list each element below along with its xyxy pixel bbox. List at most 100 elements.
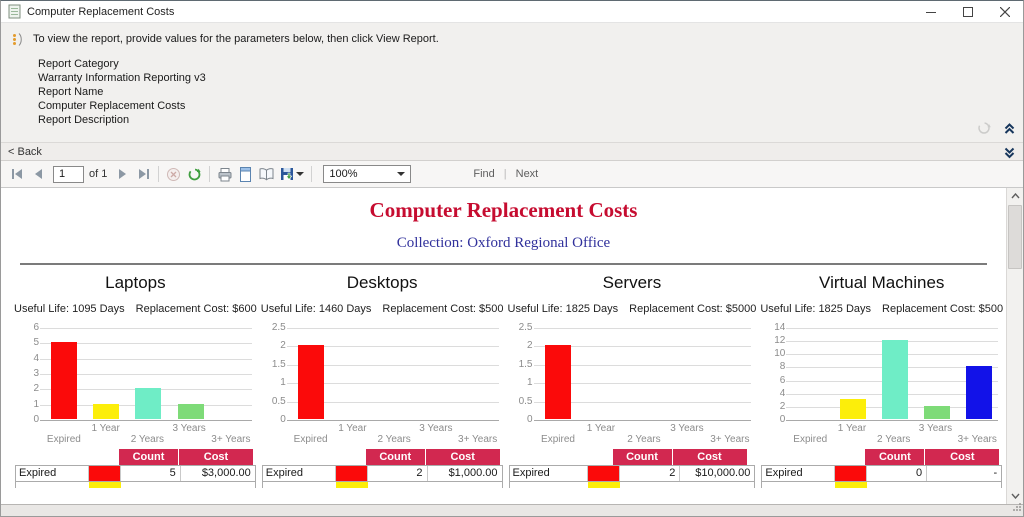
zoom-dropdown-caret [397,172,406,176]
row-label: Expired [762,466,836,481]
gridline [286,346,499,347]
y-axis-labels: 2.5 2 1.5 1 0.5 0 [264,323,290,425]
y-tick-label: 14 [774,322,786,333]
back-link[interactable]: < Back [8,145,42,158]
find-next-button[interactable]: Next [515,168,539,180]
vertical-scrollbar[interactable] [1006,188,1023,504]
stop-rendering-button[interactable] [163,164,184,185]
print-icon [218,167,232,181]
expand-parameters-icon[interactable] [1003,146,1016,162]
clipped-next-row [261,482,503,488]
row-color-swatch [835,466,868,481]
chart-bar [135,388,162,419]
resize-grip-icon[interactable] [1012,502,1022,515]
gridline [286,420,499,421]
chart-bar [923,406,950,419]
find-button[interactable]: Find [473,168,495,180]
minimize-button[interactable] [912,1,949,22]
zoom-select[interactable]: 100% [323,165,412,183]
y-tick-label: 0 [526,414,533,425]
report-subtitle: Collection: Oxford Regional Office [396,235,611,251]
report-title: Computer Replacement Costs [369,198,638,222]
x-tick-label: 3+ Years [957,434,997,445]
maximize-button[interactable] [949,1,986,22]
close-button[interactable] [986,1,1023,22]
report-section-servers: Servers Useful Life: 1825 Days Replacement… [506,267,759,488]
gridline [786,328,999,329]
x-tick-label: 3 Years [918,423,953,434]
scroll-down-button[interactable] [1007,488,1023,504]
clipped-row-label [762,482,836,488]
gridline [286,365,499,366]
x-tick-label: 3+ Years [710,434,750,445]
refresh-parameters-icon[interactable] [977,121,991,138]
column-header-count: Count [119,449,179,465]
collapse-parameters-icon[interactable] [1003,122,1016,138]
print-layout-button[interactable] [235,164,256,185]
chart-plot [40,328,254,421]
y-tick-label: 0 [280,414,286,425]
bar-chart: 6 5 4 3 2 1 0 [14,323,257,425]
y-tick-label: 0 [33,414,39,425]
export-button[interactable] [277,164,307,185]
column-header-cost: Cost [672,449,747,465]
y-tick-label: 1.5 [518,358,533,370]
next-row-color-swatch [835,482,868,488]
x-tick-label: 3 Years [419,423,453,434]
x-axis-labels: Expired 1 Year 2 Years 3 Years 3+ Years [537,420,752,446]
row-cost-value: $1,000.00 [448,467,498,479]
gridline [286,328,499,329]
page-count-label: of 1 [89,168,108,180]
x-axis-labels: Expired 1 Year 2 Years 3 Years 3+ Years [789,420,998,446]
clipped-row-label [16,482,89,488]
clipped-next-row [761,482,1003,488]
section-title: Laptops [105,273,166,292]
clipped-row-cells [367,482,502,488]
bar-chart: 14 12 10 8 6 4 2 0 [760,323,1003,425]
chart-bar [839,399,866,419]
report-section-desktops: Desktops Useful Life: 1460 Days Replacemen… [259,267,506,488]
chart-bar [93,404,120,419]
x-tick-label: 2 Years [377,434,411,445]
y-tick-label: 6 [33,322,39,333]
parameter-value: Computer Replacement Costs [38,100,186,112]
print-button[interactable] [214,164,235,185]
table-header-row: Count Cost [262,449,503,465]
useful-life-text: Useful Life: 1825 Days [507,303,619,315]
replacement-cost-text: Replacement Cost: $500 [382,303,504,315]
next-row-color-swatch [335,482,368,488]
clipped-next-row [508,482,756,488]
page-setup-button[interactable] [256,164,277,185]
toolbar-separator [311,166,313,182]
parameter-fields: Report Category Warranty Information Repo… [1,55,1023,127]
first-page-button[interactable] [6,164,27,185]
x-tick-label: 1 Year [91,423,120,434]
refresh-report-button[interactable] [184,164,205,185]
chart-bar [881,340,908,419]
y-tick-label: 1 [280,377,286,389]
next-page-button[interactable] [112,164,133,185]
scroll-up-button[interactable] [1007,188,1023,204]
previous-page-button[interactable] [27,164,48,185]
clipped-next-row [15,482,256,488]
export-icon [281,168,294,180]
y-axis-labels: 14 12 10 8 6 4 2 0 [763,323,789,425]
y-tick-label: 0 [779,414,786,425]
useful-life-text: Useful Life: 1460 Days [260,303,372,315]
y-tick-label: 6 [779,374,786,386]
last-page-button[interactable] [133,164,154,185]
bar-chart: 2.5 2 1.5 1 0.5 0 [508,323,757,425]
chart-bar [51,342,78,419]
scrollbar-thumb[interactable] [1008,205,1022,269]
clipped-row-cells [120,482,255,488]
window-controls [912,1,1023,22]
report-sections: Laptops Useful Life: 1095 Days Replacement… [1,267,1006,488]
x-tick-label: 2 Years [627,434,661,445]
section-title: Desktops [346,273,418,292]
page-number-input[interactable]: 1 [53,165,84,183]
table-header-row: Count Cost [509,449,756,465]
table-header-row: Count Cost [761,449,1002,465]
report-viewer-toolbar: 1 of 1 100% Find | Next [1,161,1023,188]
row-cost-value: $10,000.00 [695,467,751,479]
section-info: Useful Life: 1095 Days Replacement Cost: … [14,303,257,315]
